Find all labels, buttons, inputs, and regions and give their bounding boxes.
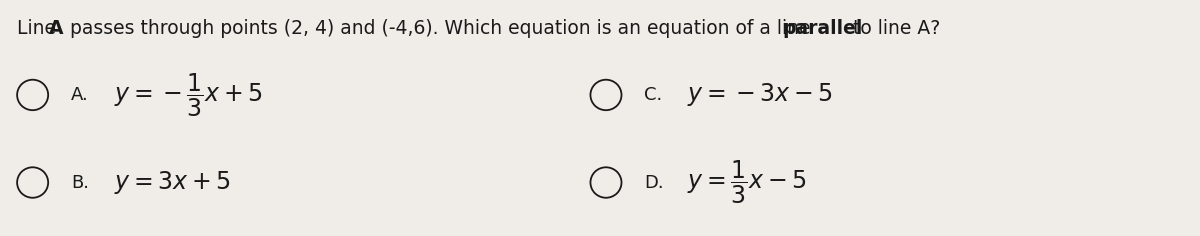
Text: $y = \dfrac{1}{3}x - 5$: $y = \dfrac{1}{3}x - 5$ xyxy=(688,159,806,206)
Text: parallel: parallel xyxy=(782,19,863,38)
Text: $y = -\dfrac{1}{3}x + 5$: $y = -\dfrac{1}{3}x + 5$ xyxy=(114,71,263,119)
Text: passes through points (2, 4) and (-4,6). Which equation is an equation of a line: passes through points (2, 4) and (-4,6).… xyxy=(64,19,816,38)
Text: B.: B. xyxy=(71,173,89,192)
Text: $y = 3x + 5$: $y = 3x + 5$ xyxy=(114,169,230,196)
Text: D.: D. xyxy=(644,173,664,192)
Text: C.: C. xyxy=(644,86,662,104)
Text: A.: A. xyxy=(71,86,89,104)
Text: $y = -3x - 5$: $y = -3x - 5$ xyxy=(688,81,833,109)
Text: A: A xyxy=(49,19,64,38)
Text: to line A?: to line A? xyxy=(847,19,941,38)
Text: Line: Line xyxy=(17,19,62,38)
